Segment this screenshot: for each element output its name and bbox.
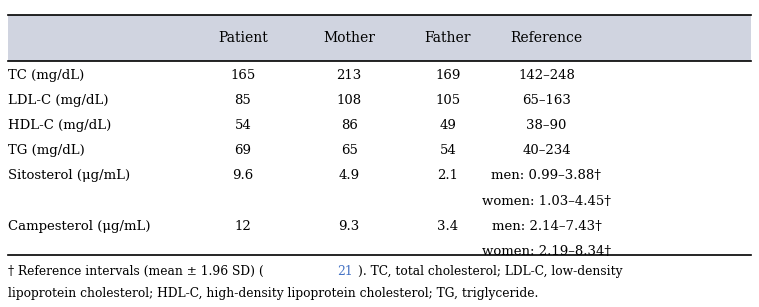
Text: 38–90: 38–90: [526, 119, 567, 132]
Text: women: 1.03–4.45†: women: 1.03–4.45†: [482, 195, 611, 208]
Text: 4.9: 4.9: [339, 169, 360, 182]
Text: TC (mg/dL): TC (mg/dL): [8, 69, 83, 82]
Text: 3.4: 3.4: [437, 220, 458, 233]
Text: 21: 21: [338, 265, 353, 278]
Text: 108: 108: [336, 94, 362, 107]
Text: 54: 54: [439, 144, 456, 157]
Text: Reference: Reference: [510, 31, 583, 45]
Text: 86: 86: [341, 119, 357, 132]
Text: Mother: Mother: [323, 31, 375, 45]
Text: 165: 165: [230, 69, 256, 82]
Text: 213: 213: [336, 69, 362, 82]
Text: Sitosterol (μg/mL): Sitosterol (μg/mL): [8, 169, 130, 182]
Text: 9.6: 9.6: [232, 169, 254, 182]
Text: 105: 105: [435, 94, 461, 107]
Text: 69: 69: [235, 144, 251, 157]
Text: LDL-C (mg/dL): LDL-C (mg/dL): [8, 94, 108, 107]
Text: Campesterol (μg/mL): Campesterol (μg/mL): [8, 220, 150, 233]
Text: ). TC, total cholesterol; LDL-C, low-density: ). TC, total cholesterol; LDL-C, low-den…: [357, 265, 622, 278]
Text: women: 2.19–8.34†: women: 2.19–8.34†: [482, 245, 611, 258]
Text: TG (mg/dL): TG (mg/dL): [8, 144, 84, 157]
Text: 65–163: 65–163: [522, 94, 571, 107]
Text: Father: Father: [424, 31, 471, 45]
FancyBboxPatch shape: [8, 15, 751, 61]
Text: HDL-C (mg/dL): HDL-C (mg/dL): [8, 119, 111, 132]
Text: men: 2.14–7.43†: men: 2.14–7.43†: [492, 220, 601, 233]
Text: 12: 12: [235, 220, 251, 233]
Text: 40–234: 40–234: [522, 144, 571, 157]
Text: 54: 54: [235, 119, 251, 132]
Text: 2.1: 2.1: [437, 169, 458, 182]
Text: † Reference intervals (mean ± 1.96 SD) (: † Reference intervals (mean ± 1.96 SD) (: [8, 265, 263, 278]
Text: lipoprotein cholesterol; HDL-C, high-density lipoprotein cholesterol; TG, trigly: lipoprotein cholesterol; HDL-C, high-den…: [8, 287, 538, 300]
Text: 169: 169: [435, 69, 461, 82]
Text: Patient: Patient: [218, 31, 268, 45]
Text: 65: 65: [341, 144, 357, 157]
Text: men: 0.99–3.88†: men: 0.99–3.88†: [492, 169, 601, 182]
Text: 142–248: 142–248: [518, 69, 575, 82]
Text: 85: 85: [235, 94, 251, 107]
Text: 9.3: 9.3: [339, 220, 360, 233]
Text: 49: 49: [439, 119, 456, 132]
